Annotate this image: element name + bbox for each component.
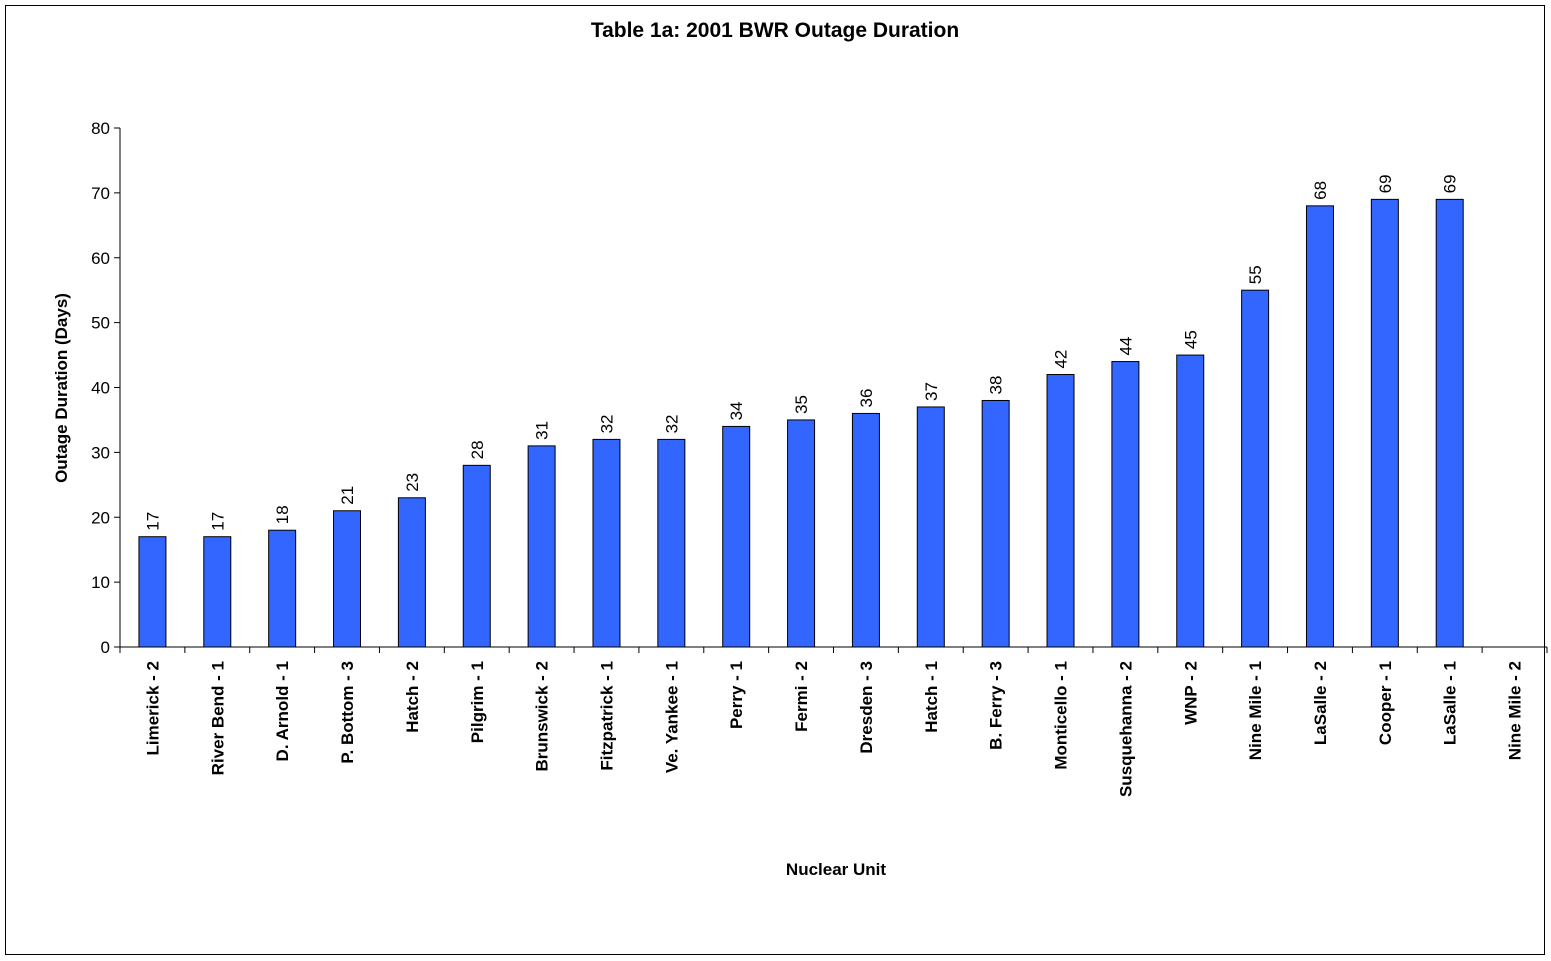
- y-tick-label: 0: [101, 638, 110, 657]
- bar-value-label: 23: [403, 473, 422, 492]
- bar: [1435, 198, 1464, 648]
- bars-group: [138, 198, 1464, 648]
- category-label: Dresden - 3: [857, 661, 876, 754]
- category-label: Susquehanna - 2: [1116, 661, 1135, 797]
- category-label: Ve. Yankee - 1: [662, 661, 681, 773]
- bar-value-label: 37: [922, 382, 941, 401]
- bar: [1241, 289, 1270, 648]
- bar-value-label: 18: [273, 505, 292, 524]
- bar-value-label: 28: [468, 440, 487, 459]
- category-label: D. Arnold - 1: [273, 661, 292, 761]
- bar: [722, 425, 751, 648]
- y-tick-label: 70: [91, 184, 110, 203]
- x-axis-label: Nuclear Unit: [786, 860, 886, 879]
- y-tick-label: 50: [91, 314, 110, 333]
- category-label: Pilgrim - 1: [468, 661, 487, 743]
- value-labels-group: 17 17 18 21 23 28 31 32 32 34 35 36 37 38 42 44 45 55 68 69…: [143, 174, 1459, 530]
- bar: [462, 464, 491, 648]
- category-label: Hatch - 1: [922, 661, 941, 733]
- category-label: P. Bottom - 3: [338, 661, 357, 764]
- bar-value-label: 42: [1052, 350, 1071, 369]
- y-axis-label: Outage Duration (Days): [52, 293, 71, 483]
- bar-value-label: 34: [727, 402, 746, 421]
- y-tick-label: 80: [91, 119, 110, 138]
- x-axis: [119, 646, 1548, 653]
- category-label: LaSalle - 1: [1441, 661, 1460, 745]
- category-label: Hatch - 2: [403, 661, 422, 733]
- bar-value-label: 17: [208, 512, 227, 531]
- category-label: WNP - 2: [1181, 661, 1200, 725]
- bar: [1046, 374, 1075, 648]
- category-label: Monticello - 1: [1052, 661, 1071, 770]
- bar: [916, 406, 945, 648]
- category-label: River Bend - 1: [208, 661, 227, 775]
- bar-value-label: 32: [597, 414, 616, 433]
- bar: [981, 399, 1010, 648]
- bar-value-label: 35: [792, 395, 811, 414]
- bar-value-label: 36: [857, 389, 876, 408]
- bar-value-label: 69: [1376, 174, 1395, 193]
- category-label: B. Ferry - 3: [987, 661, 1006, 750]
- bar-value-label: 21: [338, 486, 357, 505]
- y-axis: 0 10 20 30 40 50 60 70 80: [91, 119, 121, 657]
- bar: [138, 536, 167, 648]
- y-tick-label: 20: [91, 508, 110, 527]
- category-label: Brunswick - 2: [533, 661, 552, 772]
- bar: [397, 497, 426, 648]
- y-tick-label: 40: [91, 379, 110, 398]
- bar: [203, 536, 232, 648]
- y-tick-label: 10: [91, 573, 110, 592]
- category-label: Nine Mile - 2: [1506, 661, 1525, 760]
- bar: [787, 419, 816, 648]
- bar: [1111, 361, 1140, 648]
- bar: [1370, 198, 1399, 648]
- bar-value-label: 68: [1311, 181, 1330, 200]
- chart-title: Table 1a: 2001 BWR Outage Duration: [591, 19, 959, 42]
- bar-value-label: 31: [533, 421, 552, 440]
- bar-value-label: 32: [662, 414, 681, 433]
- category-label: Fitzpatrick - 1: [597, 661, 616, 771]
- category-label: LaSalle - 2: [1311, 661, 1330, 745]
- bar-value-label: 69: [1441, 174, 1460, 193]
- bar: [592, 438, 621, 648]
- bar-value-label: 17: [143, 512, 162, 531]
- bar: [268, 529, 297, 648]
- bar-value-label: 55: [1246, 265, 1265, 284]
- bar: [527, 445, 556, 648]
- bar: [1176, 354, 1205, 648]
- chart-frame: [5, 5, 1545, 955]
- bar: [333, 510, 362, 648]
- category-labels-group: Limerick - 2 River Bend - 1 D. Arnold - 1 P…: [143, 661, 1524, 797]
- y-tick-label: 30: [91, 443, 110, 462]
- bar: [1305, 205, 1334, 648]
- category-label: Limerick - 2: [143, 661, 162, 756]
- bar: [851, 412, 880, 648]
- category-label: Nine Mile - 1: [1246, 661, 1265, 760]
- category-label: Perry - 1: [727, 661, 746, 729]
- bar-value-label: 44: [1116, 337, 1135, 356]
- bar: [657, 438, 686, 648]
- category-label: Fermi - 2: [792, 661, 811, 732]
- category-label: Cooper - 1: [1376, 661, 1395, 745]
- y-tick-label: 60: [91, 249, 110, 268]
- bar-value-label: 38: [987, 376, 1006, 395]
- bar-value-label: 45: [1181, 330, 1200, 349]
